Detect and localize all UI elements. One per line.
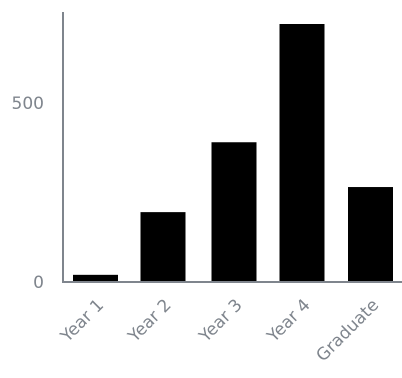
y-tick-label: 0 xyxy=(33,273,44,293)
bars xyxy=(73,24,393,282)
y-tick-label: 500 xyxy=(12,94,44,114)
x-tick-label: Graduate xyxy=(313,295,383,365)
bar-year-3 xyxy=(211,142,257,282)
bar-graduate xyxy=(348,187,393,282)
bar-year-1 xyxy=(73,274,118,282)
bar-year-4 xyxy=(279,24,325,282)
x-tick-label: Year 2 xyxy=(124,295,176,347)
bar-year-2 xyxy=(140,212,186,282)
x-tick-label: Year 1 xyxy=(56,295,108,347)
x-tick-label: Year 3 xyxy=(195,295,247,347)
x-tick-label: Year 4 xyxy=(263,295,315,347)
y-axis: 0 500 xyxy=(12,12,64,293)
